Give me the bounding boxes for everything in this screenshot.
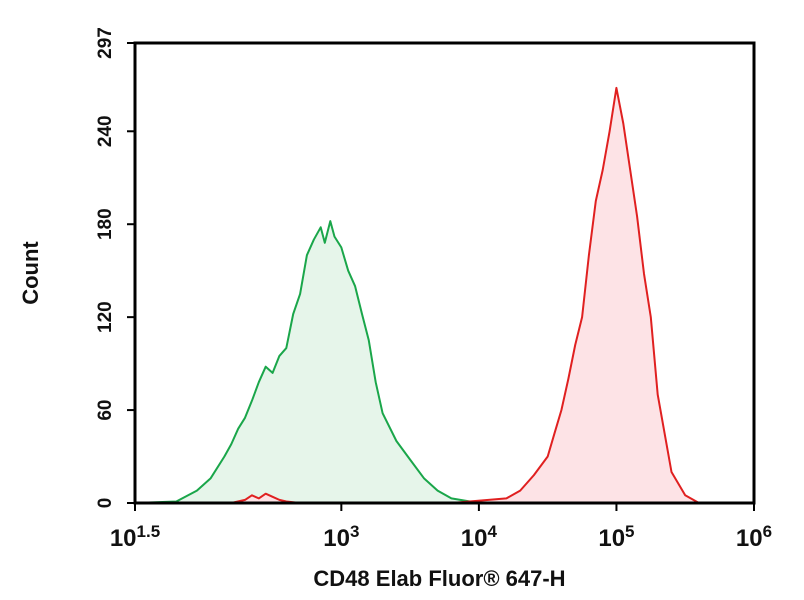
series-0-line — [134, 220, 480, 504]
x-tick-label: 105 — [598, 522, 634, 552]
y-tick-label: 120 — [95, 301, 116, 333]
series-0-area — [135, 221, 479, 503]
plot-area — [134, 86, 700, 504]
y-tick-label: 297 — [95, 27, 116, 59]
y-tick-label: 240 — [95, 115, 116, 147]
axes: 0 60 120 180 240 297 101.5 103 104 105 106 — [95, 27, 772, 552]
y-axis-title: Count — [18, 241, 43, 305]
series-1-line — [135, 86, 700, 504]
y-tick-label: 0 — [95, 498, 116, 509]
x-tick-label: 101.5 — [110, 522, 160, 552]
plot-frame — [133, 41, 756, 505]
y-tick-label: 180 — [95, 208, 116, 240]
x-tick-label: 103 — [323, 522, 359, 552]
x-tick-label: 106 — [736, 522, 772, 552]
x-axis-title: CD48 Elab Fluor® 647-H — [313, 566, 565, 591]
y-tick-label: 60 — [95, 400, 116, 421]
series-1-area — [135, 87, 699, 504]
x-tick-label: 104 — [461, 522, 498, 552]
